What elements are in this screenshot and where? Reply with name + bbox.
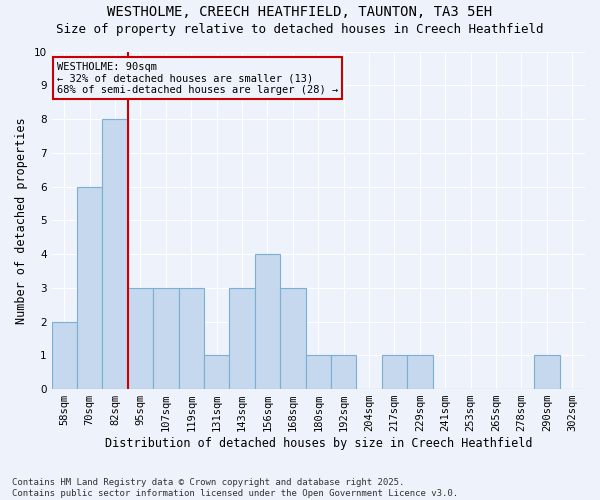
Text: Contains HM Land Registry data © Crown copyright and database right 2025.
Contai: Contains HM Land Registry data © Crown c… bbox=[12, 478, 458, 498]
Bar bbox=[103, 119, 128, 389]
Bar bbox=[179, 288, 204, 389]
Bar bbox=[382, 356, 407, 389]
Bar bbox=[280, 288, 305, 389]
Bar bbox=[153, 288, 179, 389]
Bar bbox=[305, 356, 331, 389]
Bar bbox=[534, 356, 560, 389]
Bar bbox=[128, 288, 153, 389]
Text: Size of property relative to detached houses in Creech Heathfield: Size of property relative to detached ho… bbox=[56, 22, 544, 36]
Text: WESTHOLME, CREECH HEATHFIELD, TAUNTON, TA3 5EH: WESTHOLME, CREECH HEATHFIELD, TAUNTON, T… bbox=[107, 5, 493, 19]
Bar bbox=[407, 356, 433, 389]
X-axis label: Distribution of detached houses by size in Creech Heathfield: Distribution of detached houses by size … bbox=[104, 437, 532, 450]
Y-axis label: Number of detached properties: Number of detached properties bbox=[15, 117, 28, 324]
Bar bbox=[52, 322, 77, 389]
Bar bbox=[331, 356, 356, 389]
Bar bbox=[255, 254, 280, 389]
Bar bbox=[229, 288, 255, 389]
Bar bbox=[204, 356, 229, 389]
Bar bbox=[77, 186, 103, 389]
Text: WESTHOLME: 90sqm
← 32% of detached houses are smaller (13)
68% of semi-detached : WESTHOLME: 90sqm ← 32% of detached house… bbox=[57, 62, 338, 95]
